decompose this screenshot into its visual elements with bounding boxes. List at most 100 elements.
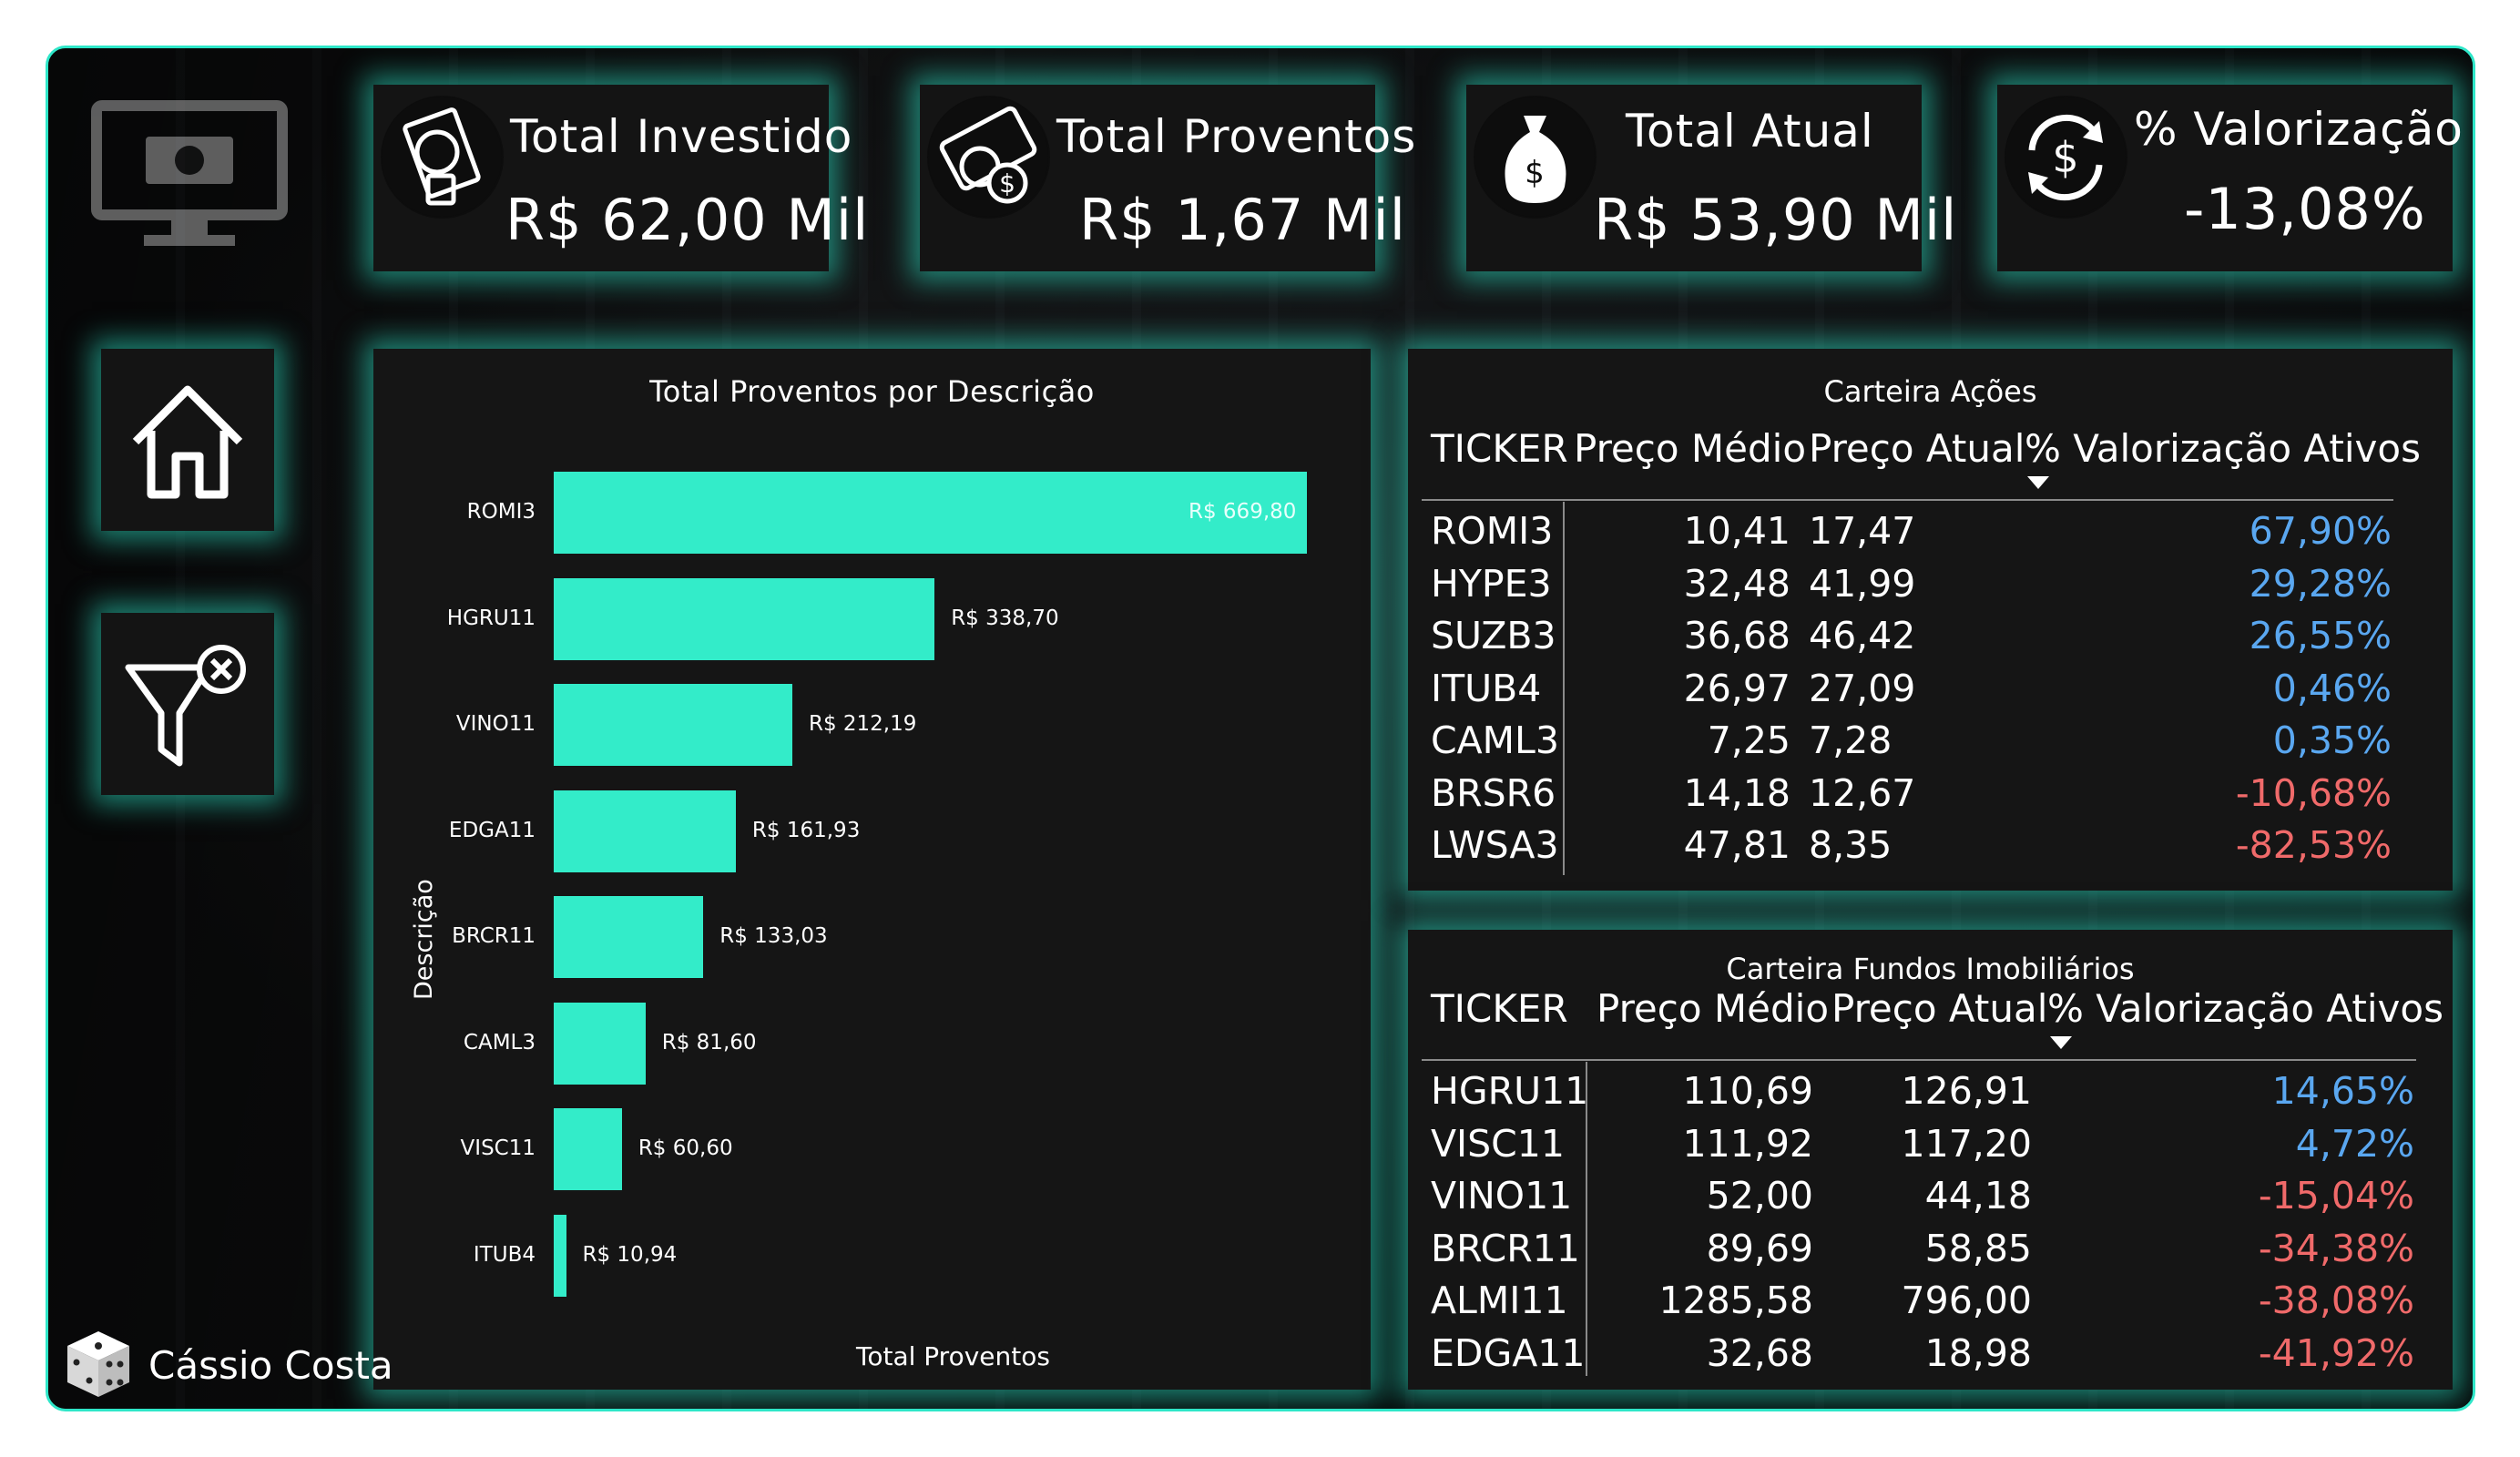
cell-valorizacao[interactable]: -15,04% [2258, 1174, 2414, 1218]
cell-ticker[interactable]: VISC11 [1431, 1121, 1565, 1166]
cell-preco-medio[interactable]: 26,97 [1683, 666, 1791, 710]
cell-valorizacao[interactable]: 67,90% [2249, 509, 2392, 553]
cell-ticker[interactable]: BRCR11 [1431, 1226, 1580, 1270]
cell-ticker[interactable]: ALMI11 [1431, 1279, 1568, 1322]
cell-preco-atual[interactable]: 8,35 [1809, 823, 1893, 867]
col-header-preco-medio[interactable]: Preço Médio [1597, 986, 1830, 1031]
author-name: Cássio Costa [148, 1343, 393, 1388]
col-header-preco-atual[interactable]: Preço Atual [1831, 986, 2048, 1031]
cell-ticker[interactable]: HGRU11 [1431, 1069, 1589, 1113]
kpi-label: % Valorização [2134, 103, 2464, 156]
cell-preco-medio[interactable]: 32,68 [1706, 1330, 1813, 1375]
cell-valorizacao[interactable]: -41,92% [2258, 1330, 2414, 1375]
bar-caml3[interactable] [554, 1002, 646, 1085]
header-divider [1422, 499, 2393, 501]
cell-preco-medio[interactable]: 89,69 [1706, 1226, 1813, 1270]
bar-value-label: R$ 212,19 [808, 712, 917, 736]
cell-preco-atual[interactable]: 18,98 [1924, 1330, 2032, 1375]
category-label: CAML3 [463, 1030, 536, 1055]
cell-ticker[interactable]: SUZB3 [1431, 614, 1556, 657]
bar-value-label: R$ 338,70 [951, 606, 1059, 630]
bar-vino11[interactable] [554, 684, 792, 766]
cell-ticker[interactable]: LWSA3 [1431, 823, 1559, 867]
monitor-money-icon [91, 100, 288, 246]
dashboard-frame: Total Investido R$ 62,00 Mil $ Total Pro… [46, 46, 2475, 1411]
bar-romi3[interactable] [554, 472, 1307, 554]
cell-preco-medio[interactable]: 110,69 [1682, 1069, 1813, 1113]
kpi-value: R$ 62,00 Mil [505, 187, 870, 253]
column-divider [1586, 1062, 1587, 1376]
kpi-label: Total Investido [510, 110, 853, 163]
cell-ticker[interactable]: ROMI3 [1431, 509, 1554, 553]
svg-text:$: $ [1525, 155, 1545, 191]
cell-preco-medio[interactable]: 32,48 [1683, 561, 1791, 606]
bar-itub4[interactable] [554, 1214, 566, 1297]
col-header-valorizacao[interactable]: % Valorização Ativos [2047, 986, 2443, 1031]
cell-ticker[interactable]: EDGA11 [1431, 1330, 1586, 1375]
col-header-preco-atual[interactable]: Preço Atual [1809, 426, 2025, 471]
cell-preco-medio[interactable]: 14,18 [1683, 770, 1791, 815]
cell-preco-atual[interactable]: 17,47 [1809, 509, 1916, 553]
cell-preco-medio[interactable]: 52,00 [1706, 1174, 1813, 1218]
cell-preco-atual[interactable]: 41,99 [1809, 561, 1916, 606]
cell-preco-medio[interactable]: 36,68 [1683, 614, 1791, 657]
cell-preco-atual[interactable]: 46,42 [1809, 614, 1916, 657]
cell-preco-medio[interactable]: 1285,58 [1658, 1279, 1813, 1322]
cell-ticker[interactable]: CAML3 [1431, 718, 1559, 762]
bar-value-label: R$ 10,94 [582, 1242, 678, 1267]
cell-valorizacao[interactable]: -38,08% [2258, 1279, 2414, 1322]
bar-value-label: R$ 669,80 [1189, 500, 1297, 524]
category-label: BRCR11 [452, 924, 536, 948]
column-divider [1563, 502, 1565, 875]
cell-preco-atual[interactable]: 7,28 [1809, 718, 1893, 762]
home-icon [132, 385, 243, 499]
clear-filter-icon [125, 645, 246, 767]
col-header-ticker[interactable]: TICKER [1431, 426, 1568, 471]
cell-preco-atual[interactable]: 126,91 [1901, 1069, 2032, 1113]
cell-preco-medio[interactable]: 111,92 [1682, 1121, 1813, 1166]
cell-ticker[interactable]: HYPE3 [1431, 561, 1552, 606]
cell-valorizacao[interactable]: -10,68% [2235, 770, 2392, 815]
cell-preco-medio[interactable]: 10,41 [1683, 509, 1791, 553]
cell-ticker[interactable]: VINO11 [1431, 1174, 1573, 1218]
cell-preco-atual[interactable]: 44,18 [1924, 1174, 2032, 1218]
bar-value-label: R$ 81,60 [661, 1030, 757, 1055]
category-label: HGRU11 [446, 606, 536, 630]
coins-icon: $ [927, 96, 1050, 219]
cell-valorizacao[interactable]: 29,28% [2249, 561, 2392, 606]
cell-valorizacao[interactable]: 0,35% [2272, 718, 2392, 762]
col-header-ticker[interactable]: TICKER [1431, 986, 1568, 1031]
cell-preco-medio[interactable]: 7,25 [1707, 718, 1791, 762]
bar-edga11[interactable] [554, 790, 736, 872]
cell-preco-medio[interactable]: 47,81 [1683, 823, 1791, 867]
clear-filter-button[interactable] [101, 613, 274, 795]
cell-valorizacao[interactable]: -34,38% [2258, 1226, 2414, 1270]
cell-valorizacao[interactable]: 26,55% [2249, 614, 2392, 657]
cell-valorizacao[interactable]: 4,72% [2295, 1121, 2414, 1166]
chart-total-proventos: Total Proventos por Descrição Descrição … [373, 349, 1371, 1390]
svg-text:$: $ [999, 168, 1015, 199]
cell-preco-atual[interactable]: 27,09 [1809, 666, 1916, 710]
kpi-value: R$ 53,90 Mil [1594, 187, 1958, 253]
cell-preco-atual[interactable]: 12,67 [1809, 770, 1916, 815]
x-axis-title: Total Proventos [856, 1341, 1050, 1371]
cell-valorizacao[interactable]: 0,46% [2272, 666, 2392, 710]
cell-valorizacao[interactable]: -82,53% [2235, 823, 2392, 867]
col-header-preco-medio[interactable]: Preço Médio [1574, 426, 1807, 471]
cell-ticker[interactable]: BRSR6 [1431, 770, 1556, 815]
cell-ticker[interactable]: ITUB4 [1431, 666, 1542, 710]
bar-value-label: R$ 161,93 [751, 818, 861, 842]
sort-desc-icon [2050, 1036, 2072, 1049]
money-bag-icon: $ [1474, 96, 1597, 219]
kpi-value: -13,08% [2184, 176, 2426, 242]
cell-preco-atual[interactable]: 117,20 [1901, 1121, 2032, 1166]
cell-preco-atual[interactable]: 796,00 [1901, 1279, 2032, 1322]
bar-hgru11[interactable] [554, 577, 935, 660]
bar-brcr11[interactable] [554, 896, 704, 978]
home-button[interactable] [101, 349, 274, 531]
cell-preco-atual[interactable]: 58,85 [1924, 1226, 2032, 1270]
bar-visc11[interactable] [554, 1108, 622, 1190]
category-label: ITUB4 [473, 1242, 536, 1267]
cell-valorizacao[interactable]: 14,65% [2271, 1069, 2414, 1113]
col-header-valorizacao[interactable]: % Valorização Ativos [2025, 426, 2421, 471]
